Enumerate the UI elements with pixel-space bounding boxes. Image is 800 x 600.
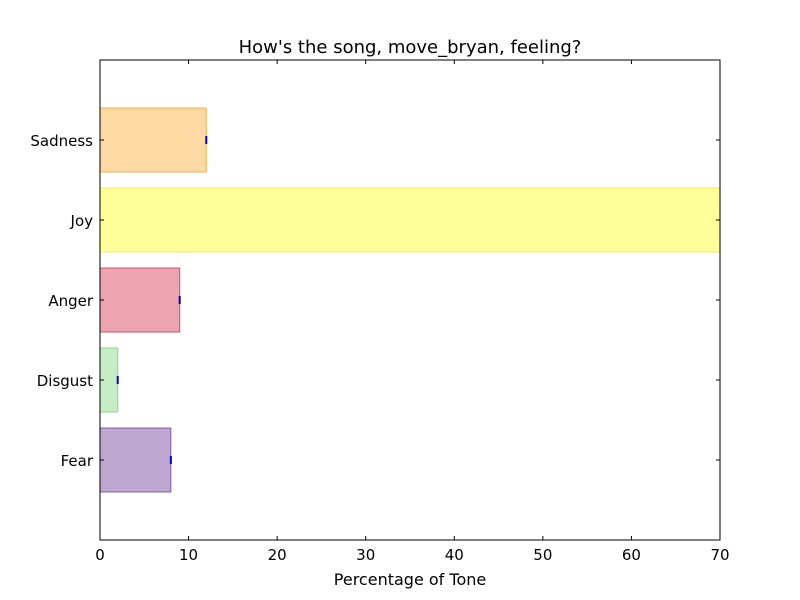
y-tick-label-fear: Fear bbox=[61, 452, 94, 470]
x-axis-label: Percentage of Tone bbox=[334, 570, 486, 589]
y-tick-label-anger: Anger bbox=[48, 292, 94, 310]
bar-sadness bbox=[99, 107, 207, 173]
x-tick-label-70: 70 bbox=[710, 546, 729, 564]
bar-joy bbox=[99, 187, 721, 253]
x-tick-label-60: 60 bbox=[622, 546, 641, 564]
y-tick-label-disgust: Disgust bbox=[37, 372, 93, 390]
x-tick-label-40: 40 bbox=[445, 546, 464, 564]
x-tick-label-20: 20 bbox=[268, 546, 287, 564]
x-tick-label-0: 0 bbox=[95, 546, 105, 564]
bar-anger bbox=[99, 267, 181, 333]
x-tick-label-10: 10 bbox=[179, 546, 198, 564]
bar-fear bbox=[99, 427, 172, 493]
bars-layer bbox=[99, 107, 721, 493]
chart-title: How's the song, move_bryan, feeling? bbox=[239, 37, 582, 58]
y-tick-label-sadness: Sadness bbox=[30, 132, 93, 150]
y-tick-label-joy: Joy bbox=[70, 212, 94, 230]
x-tick-label-30: 30 bbox=[356, 546, 375, 564]
x-tick-label-50: 50 bbox=[533, 546, 552, 564]
ticks-layer: Fear Disgust Anger Joy Sadness 0 10 20 30 40 50 60 7… bbox=[30, 60, 730, 564]
